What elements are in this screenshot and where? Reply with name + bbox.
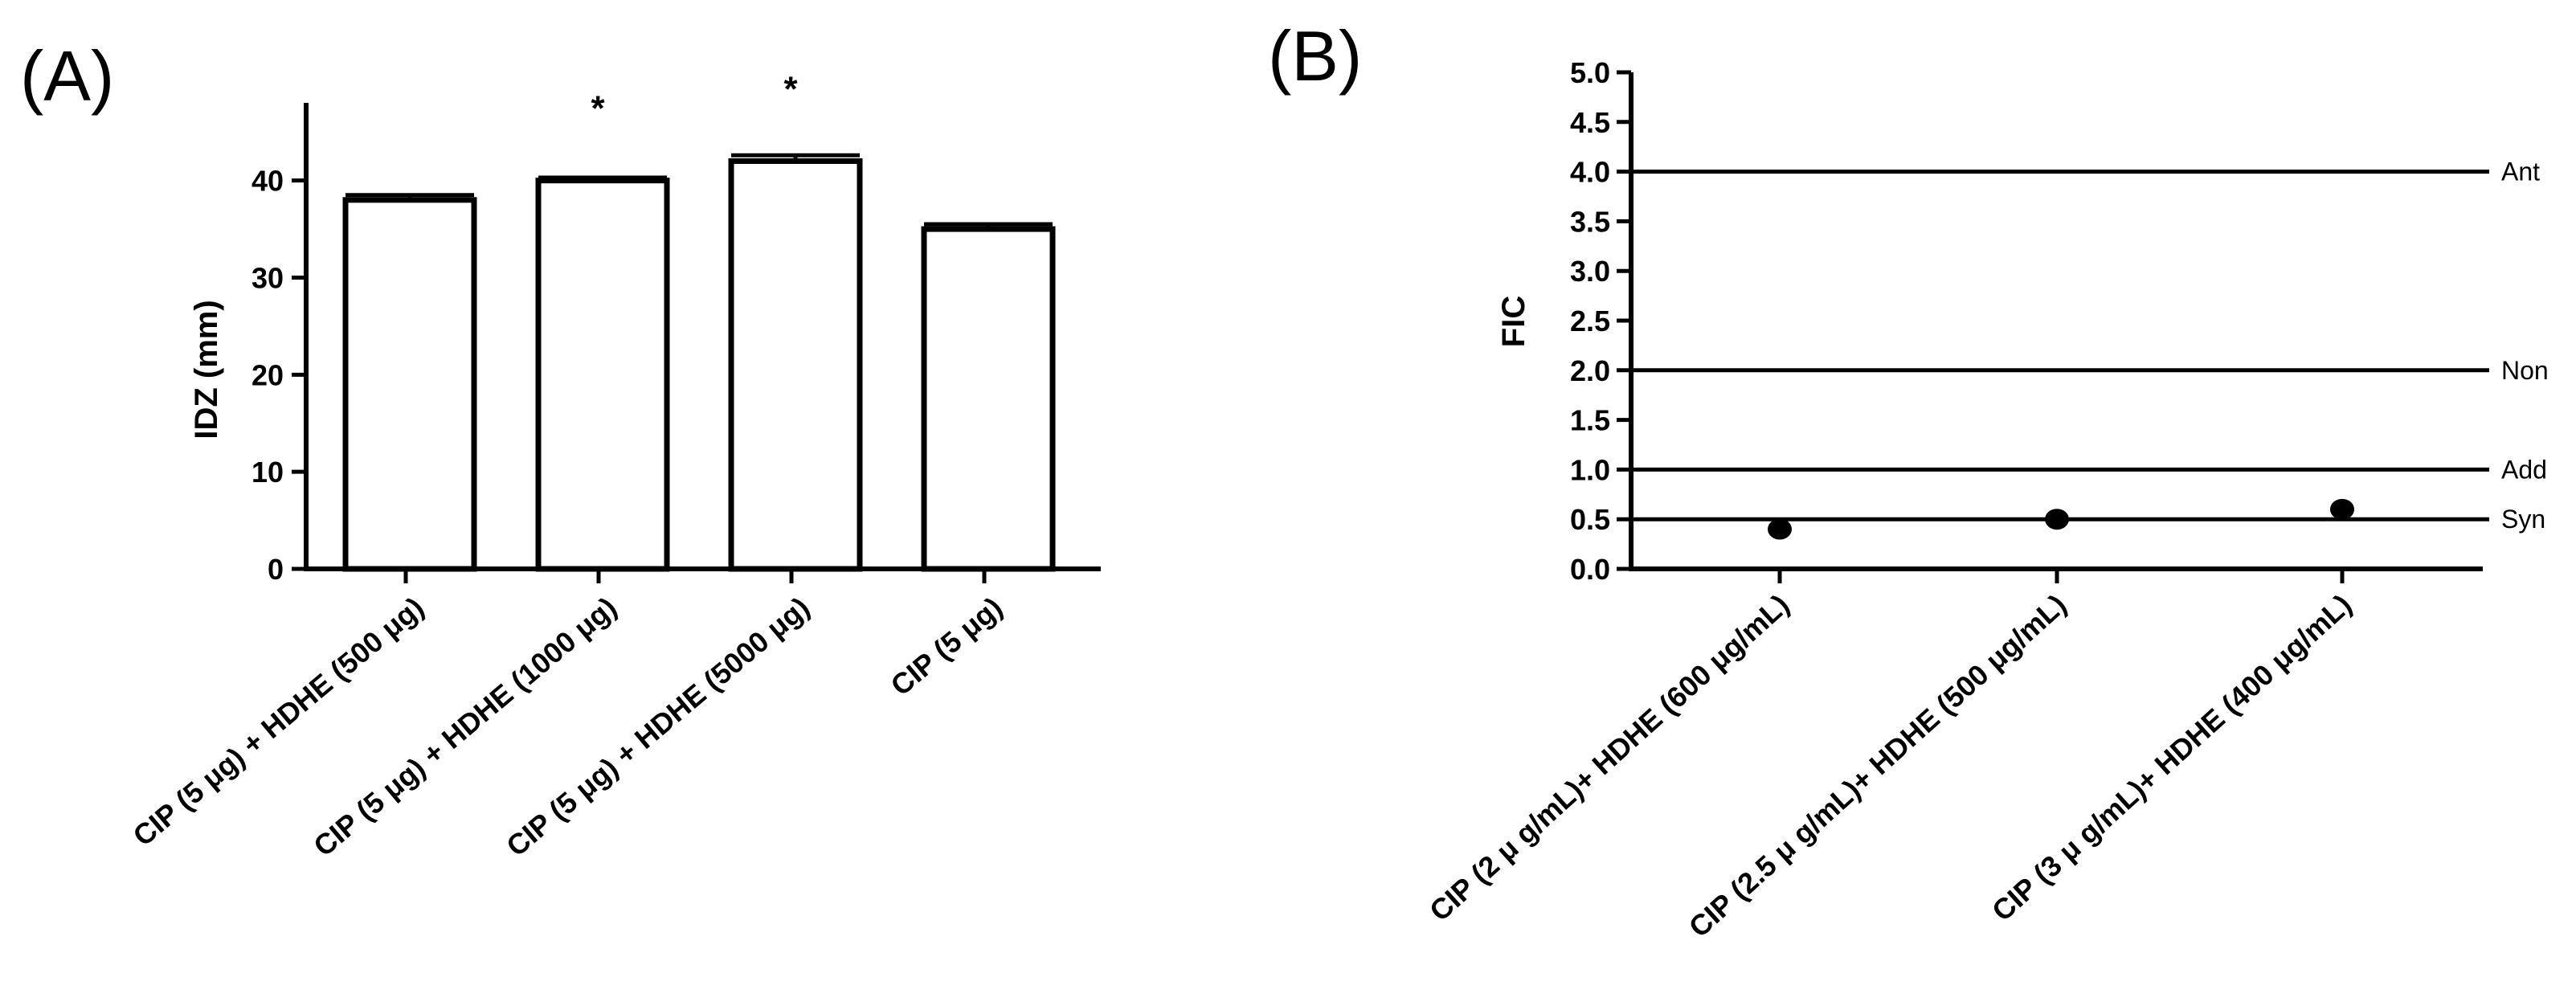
bar — [921, 226, 1056, 572]
y-tick-label: 2.5 — [1570, 305, 1610, 337]
y-tick-label: 1.0 — [1570, 453, 1610, 486]
panel-b-x-tick-labels: CIP (2 μ g/mL)+ HDHE (600 μg/mL)CIP (2.5… — [1423, 587, 2357, 943]
x-tick-label: CIP (5 μg) + HDHE (1000 μg) — [307, 591, 623, 863]
y-tick-label: 1.5 — [1570, 404, 1610, 437]
y-tick-label: 20 — [251, 358, 284, 391]
y-tick-label: 0.5 — [1570, 503, 1610, 536]
panel-a-label: (A) — [20, 36, 114, 116]
panel-a-y-axis-title: IDZ (mm) — [189, 300, 224, 439]
y-tick-label: 10 — [251, 456, 284, 489]
panel-b-y-axis-title: FIC — [1496, 296, 1531, 347]
reference-line-label: Add — [2501, 455, 2547, 484]
significance-marker: * — [591, 89, 605, 129]
data-point — [1768, 518, 1792, 540]
panel-b-label: (B) — [1268, 16, 1362, 96]
panel-b-reference-lines: Ant Non Add Syn — [1631, 157, 2549, 534]
reference-line-label: Ant — [2501, 157, 2540, 186]
panel-a-y-ticks: 0 10 20 30 40 — [251, 165, 306, 586]
y-tick-label: 2.0 — [1570, 354, 1610, 387]
y-tick-label: 40 — [251, 165, 284, 198]
y-tick-label: 0.0 — [1570, 553, 1610, 586]
y-tick-label: 30 — [251, 262, 284, 295]
panel-a-x-tick-labels: CIP (5 μg) + HDHE (500 μg)CIP (5 μg) + H… — [127, 591, 1009, 863]
reference-line-label: Non — [2501, 356, 2549, 385]
bar — [342, 197, 477, 572]
panel-b-y-ticks: 0.0 0.5 1.0 1.5 2.0 2.5 3.0 3.5 4.0 4.5 5.0 — [1570, 56, 1631, 586]
x-tick-label: CIP (5 μg) — [885, 591, 1009, 702]
bar — [535, 178, 670, 572]
panel-b: (B) FIC 0.0 0.5 1.0 1.5 2.0 2.5 3.0 3.5 4.0 4.5 5.… — [1268, 16, 2549, 943]
data-point — [2330, 498, 2354, 520]
panel-a-bars: * * — [342, 70, 1056, 583]
panel-b-points — [1768, 498, 2354, 583]
x-tick-label: CIP (5 μg) + HDHE (5000 μg) — [500, 591, 816, 863]
y-tick-label: 3.0 — [1570, 255, 1610, 288]
bar — [728, 158, 863, 572]
data-point — [2045, 509, 2069, 530]
significance-marker: * — [783, 70, 798, 109]
y-tick-label: 4.0 — [1570, 156, 1610, 189]
reference-line-label: Syn — [2501, 505, 2545, 534]
y-tick-label: 3.5 — [1570, 205, 1610, 238]
y-tick-label: 4.5 — [1570, 106, 1610, 139]
y-tick-label: 5.0 — [1570, 56, 1610, 89]
y-tick-label: 0 — [268, 553, 284, 586]
